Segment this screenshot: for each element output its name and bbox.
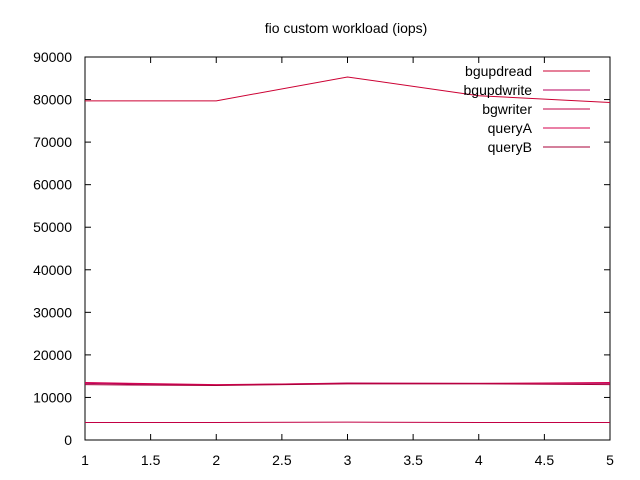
- x-tick-label: 1.5: [141, 452, 161, 468]
- x-tick-label: 4: [475, 452, 483, 468]
- y-tick-label: 70000: [33, 134, 72, 150]
- y-tick-label: 90000: [33, 49, 72, 65]
- y-tick-label: 60000: [33, 177, 72, 193]
- series-line-bgupdread: [85, 76, 611, 104]
- legend-label-queryA: queryA: [488, 120, 533, 136]
- legend-label-queryB: queryB: [488, 139, 532, 155]
- y-tick-label: 10000: [33, 389, 72, 405]
- series-layer: [84, 76, 611, 424]
- legend-label-bgupdwrite: bgupdwrite: [464, 82, 533, 98]
- y-tick-label: 30000: [33, 304, 72, 320]
- y-tick-label: 20000: [33, 347, 72, 363]
- y-tick-label: 0: [64, 432, 72, 448]
- x-tick-label: 3: [344, 452, 352, 468]
- x-tick-label: 3.5: [403, 452, 423, 468]
- legend-label-bgupdread: bgupdread: [465, 63, 532, 79]
- legend-label-bgwriter: bgwriter: [482, 101, 532, 117]
- y-tick-label: 80000: [33, 92, 72, 108]
- x-tick-label: 1: [81, 452, 89, 468]
- x-tick-label: 4.5: [535, 452, 555, 468]
- y-tick-label: 50000: [33, 219, 72, 235]
- series-line-queryB: [84, 383, 611, 387]
- legend: bgupdread bgupdwrite bgwriter queryA queryB: [464, 63, 590, 155]
- chart-title: fio custom workload (iops): [265, 20, 428, 36]
- axes: 0 10000 20000 30000 40000 50000 60000 70000 8000…: [33, 49, 614, 468]
- x-tick-label: 2.5: [272, 452, 292, 468]
- x-tick-label: 5: [606, 452, 614, 468]
- x-tick-label: 2: [212, 452, 220, 468]
- y-tick-label: 40000: [33, 262, 72, 278]
